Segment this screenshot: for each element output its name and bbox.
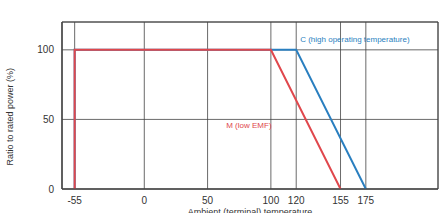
svg-text:155: 155 (332, 195, 349, 206)
svg-text:Ratio to rated power (%): Ratio to rated power (%) (8, 68, 15, 166)
svg-text:100: 100 (263, 195, 280, 206)
svg-text:175: 175 (357, 195, 374, 206)
svg-text:Ambient (terminal) temperature: Ambient (terminal) temperature (188, 207, 313, 213)
svg-text:100: 100 (37, 44, 54, 55)
svg-text:-55: -55 (67, 195, 82, 206)
svg-text:0: 0 (48, 184, 54, 195)
svg-text:0: 0 (142, 195, 148, 206)
svg-text:50: 50 (202, 195, 214, 206)
svg-text:120: 120 (288, 195, 305, 206)
svg-text:C (high operating temperature): C (high operating temperature) (300, 35, 410, 44)
svg-text:50: 50 (43, 114, 55, 125)
svg-text:M (low EMF): M (low EMF) (226, 121, 272, 130)
